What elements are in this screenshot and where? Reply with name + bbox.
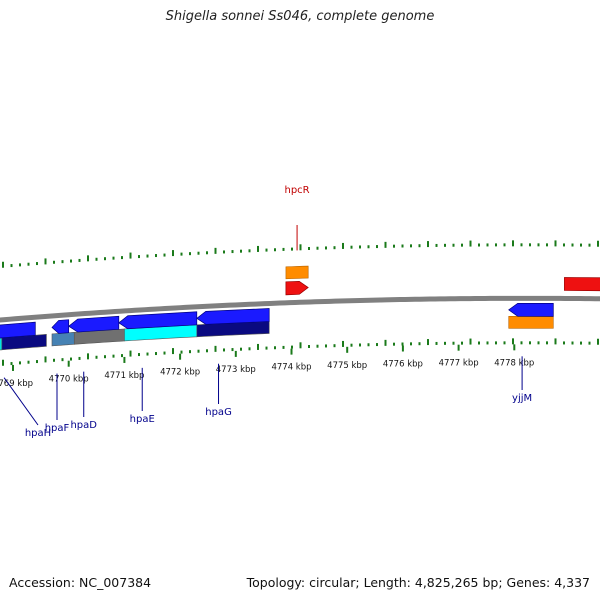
- gene-label: hpaG: [205, 407, 232, 418]
- gene-label-leader: [3, 377, 39, 426]
- gene-arrow: [196, 308, 270, 325]
- ruler-tick-label: 4778 kbp: [494, 358, 534, 368]
- gene-arrow: [564, 277, 600, 292]
- ruler-tick-label: 4775 kbp: [327, 361, 367, 371]
- gene-arrow: [0, 321, 36, 339]
- gene-label: hpaF: [45, 423, 70, 434]
- gene-arrow: [508, 302, 554, 317]
- ruler-tick-label: 4777 kbp: [439, 359, 479, 369]
- map-title: Shigella sonnei Ss046, complete genome: [165, 9, 435, 24]
- ruler-tick-label: 4771 kbp: [104, 371, 144, 381]
- gc-skew-inner-track: [2, 338, 599, 366]
- feature-block: [285, 265, 309, 280]
- feature-block: [508, 316, 554, 329]
- ruler-tick-label: 4773 kbp: [216, 365, 256, 375]
- ruler-tick-label: 4774 kbp: [271, 363, 311, 373]
- cog-block: [51, 331, 75, 347]
- accession-text: Accession: NC_007384: [9, 575, 152, 590]
- gene-arrow: [285, 280, 309, 296]
- gene-arrow: [68, 315, 120, 333]
- ruler-tick-label: 4772 kbp: [160, 368, 200, 378]
- gene-arrow: [51, 319, 70, 334]
- gene-label: hpaH: [25, 428, 51, 439]
- gc-skew-outer-track: [2, 240, 599, 268]
- ruler-tick-label: 4776 kbp: [383, 360, 423, 370]
- gene-label: hpaE: [130, 414, 155, 425]
- summary-text: Topology: circular; Length: 4,825,265 bp…: [246, 575, 590, 590]
- gene-label: hpcR: [284, 185, 309, 196]
- ruler-tick-label: 4770 kbp: [49, 375, 89, 385]
- gene-track: [0, 277, 600, 339]
- ruler-ticks: 4769 kbp 4770 kbp 4771 kbp 4772 kbp 4773 kbp…: [0, 344, 534, 389]
- gene-arrow: [118, 311, 198, 330]
- genome-backbone: [0, 295, 600, 323]
- gene-label: yjjM: [512, 393, 532, 404]
- ruler-tick-label: 4769 kbp: [0, 379, 33, 389]
- gene-label: hpaD: [70, 420, 97, 431]
